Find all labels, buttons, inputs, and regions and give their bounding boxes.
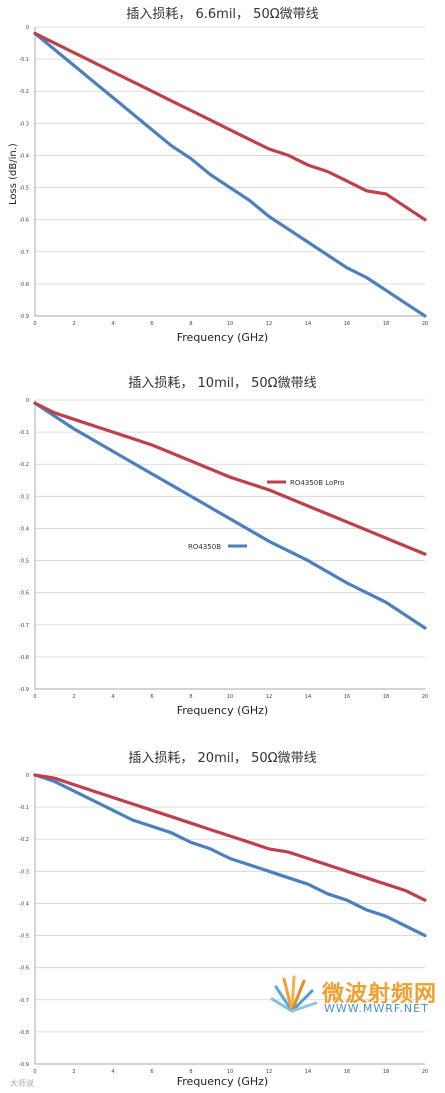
y-tick-label: -0.9 <box>19 687 29 693</box>
y-tick-label: -0.3 <box>19 121 29 127</box>
y-tick-label: -0.6 <box>19 966 29 972</box>
x-tick-label: 0 <box>33 321 36 327</box>
x-tick-label: 16 <box>344 694 350 700</box>
x-tick-label: 8 <box>189 694 192 700</box>
x-axis-label: Frequency (GHz) <box>176 1075 269 1088</box>
x-tick-label: 8 <box>189 321 192 327</box>
sunburst-logo-icon <box>270 975 318 1013</box>
x-tick-label: 16 <box>344 321 350 327</box>
legend-label-red: RO4350B LoPro <box>290 479 344 487</box>
y-tick-label: -0.8 <box>19 282 29 288</box>
y-tick-label: -0.2 <box>19 462 29 468</box>
x-tick-label: 12 <box>266 694 272 700</box>
y-tick-label: -0.4 <box>19 153 29 159</box>
series-line-blue <box>33 401 427 630</box>
x-axis-label: Frequency (GHz) <box>176 704 269 717</box>
x-tick-label: 2 <box>72 694 75 700</box>
y-tick-label: 0 <box>26 25 29 31</box>
x-tick-label: 0 <box>33 694 36 700</box>
y-tick-label: -0.6 <box>19 591 29 597</box>
y-tick-label: -0.3 <box>19 869 29 875</box>
x-tick-label: 18 <box>383 1069 389 1075</box>
y-tick-label: -0.5 <box>19 186 29 192</box>
chart-panel-2: 插入损耗， 10mil， 50Ω微带线 Frequency (GHz) <box>0 365 445 725</box>
y-tick-label: -0.1 <box>19 57 29 63</box>
y-tick-label: -0.6 <box>19 218 29 224</box>
y-tick-label: -0.4 <box>19 901 29 907</box>
series-line-blue <box>33 773 427 938</box>
watermark-corner: 大师说 <box>10 1079 34 1088</box>
x-tick-label: 4 <box>111 694 114 700</box>
watermark-cn: 微波射频网 <box>322 982 438 1007</box>
y-tick-label: -0.9 <box>19 1062 29 1068</box>
y-tick-label: -0.1 <box>19 430 29 436</box>
x-tick-label: 12 <box>266 321 272 327</box>
y-tick-label: 0 <box>26 773 29 779</box>
x-tick-label: 2 <box>72 321 75 327</box>
y-tick-label: -0.7 <box>19 998 29 1004</box>
chart-title: 插入损耗， 20mil， 50Ω微带线 <box>128 751 317 766</box>
y-tick-label: 0 <box>26 398 29 404</box>
y-tick-label: -0.4 <box>19 526 29 532</box>
x-tick-label: 20 <box>422 694 428 700</box>
chart-title: 插入损耗， 10mil， 50Ω微带线 <box>128 376 317 391</box>
y-tick-label: -0.2 <box>19 837 29 843</box>
x-tick-label: 18 <box>383 321 389 327</box>
x-tick-label: 6 <box>150 321 153 327</box>
x-tick-label: 10 <box>227 321 233 327</box>
y-tick-label: -0.7 <box>19 623 29 629</box>
x-tick-label: 4 <box>111 321 114 327</box>
x-axis-label: Frequency (GHz) <box>176 331 269 344</box>
x-tick-label: 20 <box>422 321 428 327</box>
watermark-url: WWW.MWRF.NET <box>324 1002 429 1015</box>
x-tick-label: 4 <box>111 1069 114 1075</box>
series-line-blue <box>33 31 427 318</box>
x-tick-label: 14 <box>305 694 311 700</box>
chart-panel-3: 插入损耗， 20mil， 50Ω微带线 Frequency (GHz) <box>0 738 445 1093</box>
y-tick-label: -0.7 <box>19 250 29 256</box>
chart-panel-1: 插入损耗， 6.6mil， 50Ω微带线 Loss (dB/in.) Frequ… <box>0 0 445 350</box>
chart-title: 插入损耗， 6.6mil， 50Ω微带线 <box>126 7 319 22</box>
x-tick-label: 8 <box>189 1069 192 1075</box>
y-tick-label: -0.5 <box>19 559 29 565</box>
chart-3: 0 -0.1 -0.2 -0.3 -0.4 -0.5 -0.6 -0.7 -0.8 -0.9 0 2 4… <box>19 773 428 1075</box>
x-tick-label: 18 <box>383 694 389 700</box>
x-tick-label: 0 <box>33 1069 36 1075</box>
x-tick-label: 14 <box>305 321 311 327</box>
y-tick-label: -0.2 <box>19 89 29 95</box>
y-tick-label: -0.8 <box>19 655 29 661</box>
y-tick-label: -0.1 <box>19 805 29 811</box>
x-tick-label: 10 <box>227 694 233 700</box>
watermark-logo <box>262 971 322 1017</box>
y-tick-label: -0.9 <box>19 314 29 320</box>
legend-label-blue: RO4350B <box>188 543 221 551</box>
x-tick-label: 2 <box>72 1069 75 1075</box>
x-tick-label: 16 <box>344 1069 350 1075</box>
series-line-red <box>33 401 427 556</box>
series-line-red <box>33 31 427 222</box>
x-tick-label: 10 <box>227 1069 233 1075</box>
x-tick-label: 12 <box>266 1069 272 1075</box>
x-tick-label: 6 <box>150 1069 153 1075</box>
x-tick-label: 6 <box>150 694 153 700</box>
y-tick-label: -0.5 <box>19 934 29 940</box>
x-tick-label: 20 <box>422 1069 428 1075</box>
x-tick-label: 14 <box>305 1069 311 1075</box>
chart-2: 0 -0.1 -0.2 -0.3 -0.4 -0.5 -0.6 -0.7 -0.8 -0.9 0 2 4… <box>19 398 428 700</box>
series-line-red <box>33 773 427 902</box>
y-tick-label: -0.3 <box>19 494 29 500</box>
chart-1: 0 -0.1 -0.2 -0.3 -0.4 -0.5 -0.6 -0.7 -0.8 -0.9 0 2 4… <box>19 25 428 327</box>
y-tick-label: -0.8 <box>19 1030 29 1036</box>
